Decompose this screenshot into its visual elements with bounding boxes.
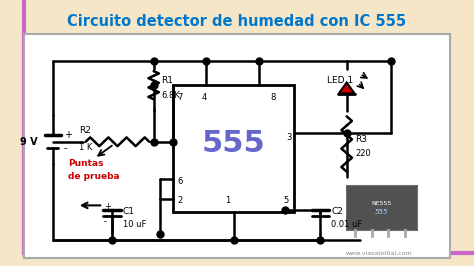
Text: R3: R3	[356, 135, 367, 144]
Polygon shape	[339, 82, 355, 94]
Text: 555: 555	[375, 209, 389, 215]
Text: 555: 555	[202, 130, 265, 159]
Text: Puntas: Puntas	[68, 159, 104, 168]
Text: -: -	[64, 143, 67, 153]
Text: 1 K: 1 K	[79, 143, 92, 152]
Text: 6: 6	[177, 177, 182, 186]
Text: 7: 7	[177, 93, 182, 102]
Text: -: -	[104, 217, 107, 226]
Text: R2: R2	[79, 126, 91, 135]
Text: R1: R1	[162, 76, 173, 85]
Text: 5: 5	[283, 197, 288, 206]
Text: NE555: NE555	[372, 201, 392, 206]
Text: 8: 8	[270, 93, 275, 102]
Bar	[173, 85, 294, 212]
Text: 2: 2	[177, 197, 182, 206]
Text: 4: 4	[202, 93, 207, 102]
Text: www.viasatelital.com: www.viasatelital.com	[346, 251, 412, 256]
Text: C1: C1	[123, 207, 135, 217]
Text: Circuito detector de humedad con IC 555: Circuito detector de humedad con IC 555	[67, 14, 407, 29]
Text: 10 uF: 10 uF	[123, 220, 146, 229]
Text: 1: 1	[225, 197, 230, 206]
Text: C2: C2	[331, 207, 343, 217]
Text: 0.01 uF: 0.01 uF	[331, 220, 363, 229]
Text: 6.8K: 6.8K	[162, 91, 181, 100]
Text: 220: 220	[356, 149, 371, 158]
Text: +: +	[64, 130, 72, 140]
Text: +: +	[104, 202, 111, 211]
Text: LED 1: LED 1	[327, 76, 353, 85]
Text: de prueba: de prueba	[68, 172, 120, 181]
Bar	[24, 34, 450, 258]
Text: 3: 3	[286, 133, 292, 142]
Text: 9 V: 9 V	[20, 137, 37, 147]
Bar	[346, 186, 417, 230]
